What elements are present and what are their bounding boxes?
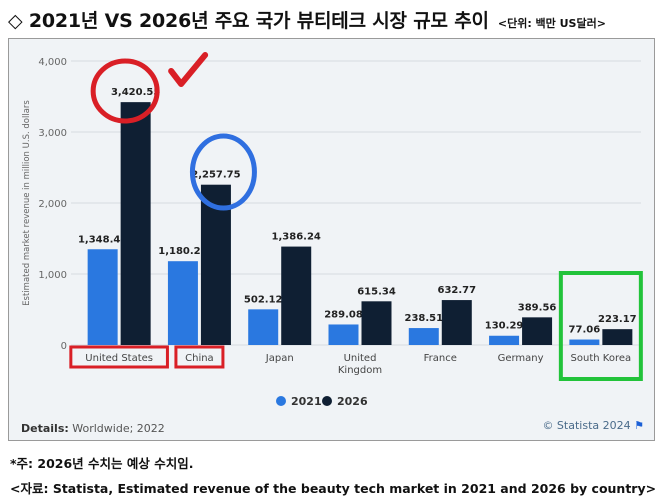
legend-label: 2026 — [337, 395, 368, 408]
footnote: *주: 2026년 수치는 예상 수치임. — [10, 456, 194, 471]
title-text: ◇ 2021년 VS 2026년 주요 국가 뷰티테크 시장 규모 추이 — [8, 10, 489, 32]
x-tick-line: United States — [85, 353, 153, 364]
x-tick-line: South Korea — [571, 353, 632, 364]
bar-2026 — [200, 184, 231, 345]
data-label: 238.51 — [404, 313, 443, 324]
y-axis-label: Estimated market revenue in million U.S.… — [22, 100, 32, 306]
bar-2026 — [120, 102, 151, 345]
highlight-box-red — [174, 345, 225, 369]
data-label: 1,386.24 — [272, 232, 321, 243]
bar-2026 — [441, 300, 472, 345]
x-tick-label: China — [185, 353, 214, 364]
x-tick-label: United States — [85, 353, 153, 364]
bar-2021 — [489, 335, 520, 345]
y-tick-label: 4,000 — [38, 57, 67, 68]
data-label: 615.34 — [357, 286, 396, 297]
data-label: 1,348.44 — [78, 234, 127, 245]
data-label: 632.77 — [437, 285, 476, 296]
page-title: ◇ 2021년 VS 2026년 주요 국가 뷰티테크 시장 규모 추이 <단위… — [8, 6, 606, 33]
data-label: 1,180.24 — [158, 246, 207, 257]
flag-icon: ⚑ — [634, 419, 644, 432]
checkmark-icon — [168, 52, 209, 87]
y-tick-label: 2,000 — [38, 199, 67, 210]
legend-swatch-2021 — [276, 396, 286, 406]
x-tick-line: Japan — [265, 353, 294, 364]
x-tick-line: Germany — [498, 353, 544, 364]
statista-credit[interactable]: © Statista 2024 ⚑ — [542, 419, 644, 432]
data-label: 2,257.75 — [191, 170, 240, 181]
y-tick-label: 1,000 — [38, 270, 67, 281]
x-tick-line: France — [424, 353, 457, 364]
y-tick-label: 0 — [61, 341, 67, 352]
data-label: 502.12 — [244, 294, 283, 305]
bar-2026 — [602, 329, 633, 345]
bar-2021 — [408, 328, 439, 345]
legend-swatch-2026 — [322, 396, 332, 406]
highlight-box-red — [69, 345, 169, 369]
details-note: Details: Worldwide; 2022 — [21, 422, 165, 435]
details-value: Worldwide; 2022 — [72, 422, 165, 435]
details-label: Details: — [21, 422, 69, 435]
x-tick-line: United — [344, 353, 377, 364]
bar-chart: 0 1,000 2,000 3,000 4,000 Estimated market re… — [22, 52, 643, 408]
data-label: 77.06 — [569, 325, 601, 336]
bar-2021 — [328, 324, 359, 345]
bar-2026 — [522, 317, 553, 345]
source-note: <자료: Statista, Estimated revenue of the … — [10, 481, 657, 496]
data-label: 3,420.55 — [111, 87, 160, 98]
x-tick-label: South Korea — [571, 353, 632, 364]
data-label: 223.17 — [598, 314, 637, 325]
bar-2026 — [281, 246, 312, 345]
data-label: 289.08 — [324, 309, 363, 320]
highlight-circle-blue — [189, 133, 257, 211]
bar-2026 — [361, 301, 392, 345]
credit-text: © Statista 2024 — [542, 419, 631, 432]
bar-2021 — [167, 261, 198, 345]
unit-label: <단위: 백만 US달러> — [497, 17, 606, 30]
bar-2021 — [87, 249, 118, 345]
legend-label: 2021 — [291, 395, 322, 408]
x-tick-label: Germany — [498, 353, 544, 364]
x-tick-label: Japan — [265, 353, 294, 364]
data-label: 130.29 — [485, 321, 524, 332]
bar-2021 — [248, 309, 279, 345]
bar-2021 — [569, 339, 600, 345]
highlight-circle-red — [90, 58, 160, 124]
highlight-box-green — [558, 271, 643, 381]
y-tick-label: 3,000 — [38, 128, 67, 139]
x-tick-label: France — [424, 353, 457, 364]
data-label: 389.56 — [518, 302, 557, 313]
chart-panel: 0 1,000 2,000 3,000 4,000 Estimated market re… — [8, 38, 655, 441]
x-tick-line: Kingdom — [338, 365, 382, 376]
x-tick-label: United Kingdom — [338, 353, 382, 376]
x-tick-line: China — [185, 353, 214, 364]
